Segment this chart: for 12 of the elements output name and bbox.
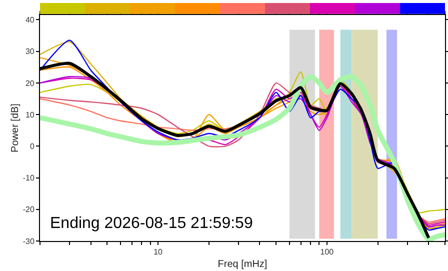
y-tick-label: -30 (22, 236, 35, 246)
x-axis-title: Freq [mHz] (218, 259, 268, 270)
y-tick-label: -10 (22, 174, 35, 183)
y-axis-title: Power [dB] (10, 103, 21, 152)
x-tick-label: 100 (320, 248, 334, 257)
y-tick-label: 30 (25, 47, 35, 56)
y-tick-label: 10 (25, 110, 35, 120)
y-tick-label: 40 (25, 16, 35, 25)
y-tick-label: 20 (25, 78, 35, 88)
annotation: Ending 2026-08-15 21:59:59 (50, 215, 253, 232)
y-tick-label: 0 (30, 142, 35, 151)
y-tick-label: -20 (22, 205, 35, 214)
